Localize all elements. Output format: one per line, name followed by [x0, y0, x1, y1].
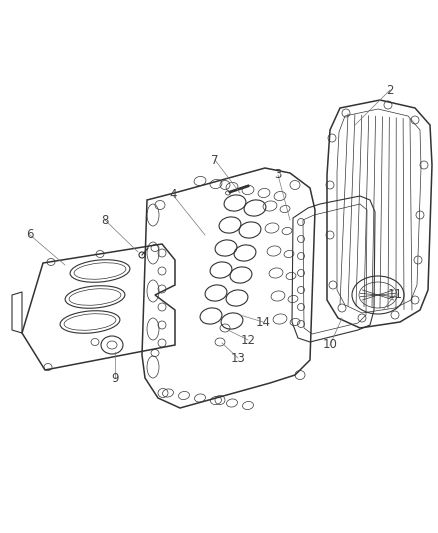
- Text: 14: 14: [255, 316, 271, 328]
- Text: 3: 3: [274, 168, 282, 182]
- Text: 4: 4: [169, 189, 177, 201]
- Text: 11: 11: [388, 288, 403, 302]
- Text: 12: 12: [240, 334, 255, 346]
- Text: 13: 13: [230, 351, 245, 365]
- Text: 7: 7: [211, 154, 219, 166]
- Text: 6: 6: [26, 229, 34, 241]
- Text: 8: 8: [101, 214, 109, 227]
- Text: 9: 9: [111, 372, 119, 384]
- Text: 2: 2: [386, 84, 394, 96]
- Text: 10: 10: [322, 338, 337, 351]
